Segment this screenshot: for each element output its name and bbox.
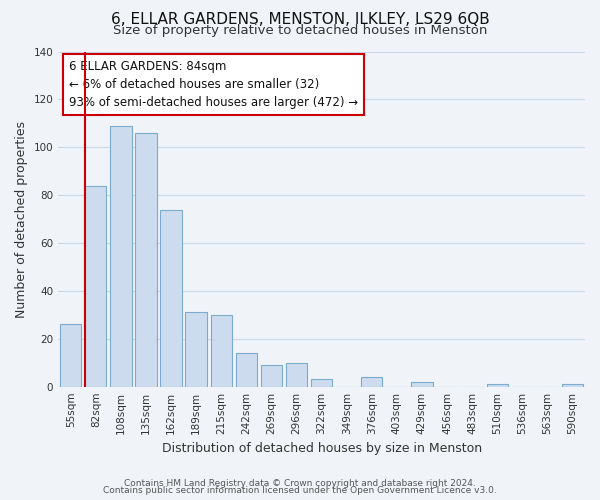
Text: Contains HM Land Registry data © Crown copyright and database right 2024.: Contains HM Land Registry data © Crown c… [124, 478, 476, 488]
Bar [361, 377, 382, 386]
Bar [160, 210, 182, 386]
Bar [411, 382, 433, 386]
Bar [261, 365, 282, 386]
Bar [136, 133, 157, 386]
Bar [487, 384, 508, 386]
Bar [562, 384, 583, 386]
Bar [110, 126, 131, 386]
Bar [185, 312, 207, 386]
Bar [236, 353, 257, 386]
Text: Contains public sector information licensed under the Open Government Licence v3: Contains public sector information licen… [103, 486, 497, 495]
Bar [60, 324, 82, 386]
Text: Size of property relative to detached houses in Menston: Size of property relative to detached ho… [113, 24, 487, 37]
Bar [311, 380, 332, 386]
Bar [286, 362, 307, 386]
Text: 6 ELLAR GARDENS: 84sqm
← 6% of detached houses are smaller (32)
93% of semi-deta: 6 ELLAR GARDENS: 84sqm ← 6% of detached … [69, 60, 358, 109]
Bar [211, 315, 232, 386]
Y-axis label: Number of detached properties: Number of detached properties [15, 120, 28, 318]
Bar [85, 186, 106, 386]
X-axis label: Distribution of detached houses by size in Menston: Distribution of detached houses by size … [161, 442, 482, 455]
Text: 6, ELLAR GARDENS, MENSTON, ILKLEY, LS29 6QB: 6, ELLAR GARDENS, MENSTON, ILKLEY, LS29 … [110, 12, 490, 28]
